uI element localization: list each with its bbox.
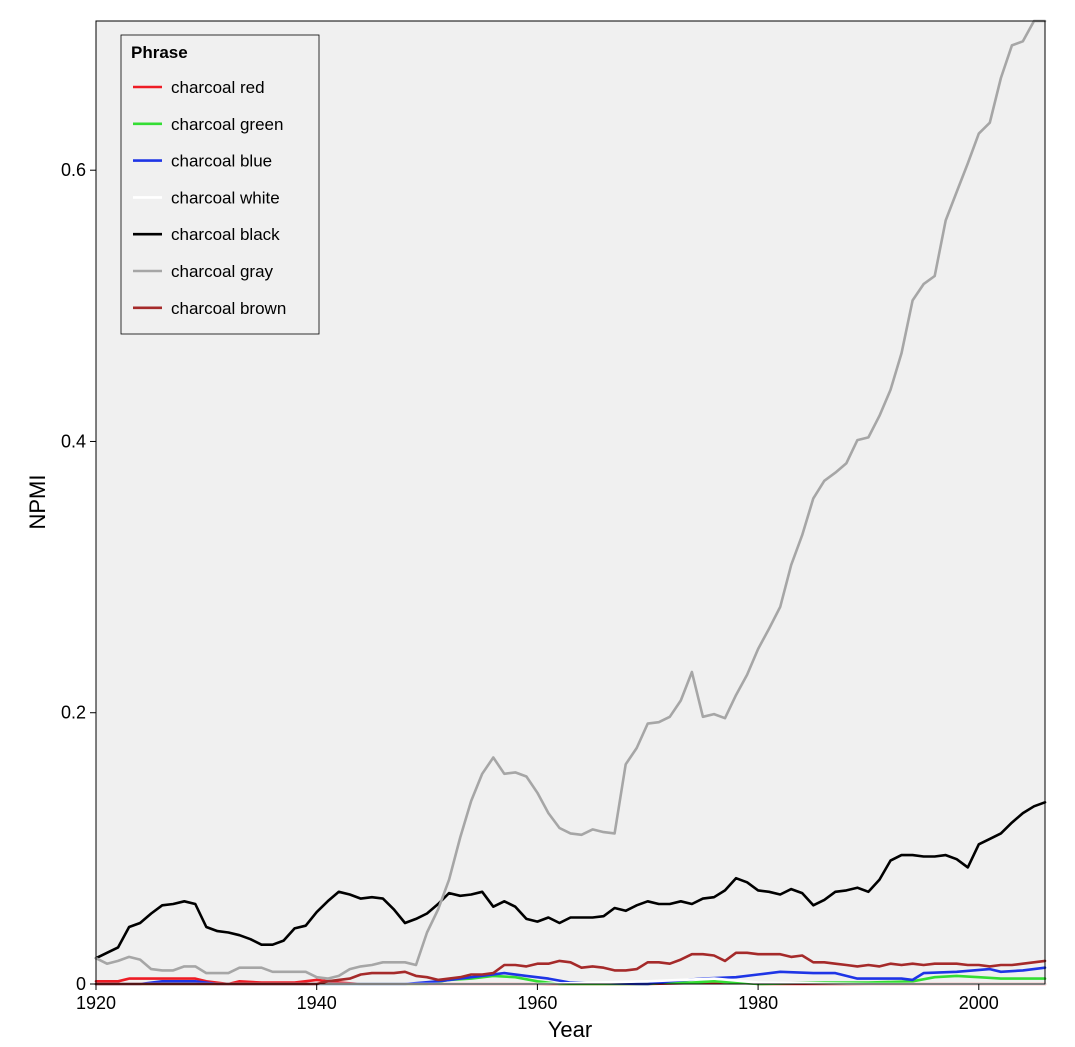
legend-label: charcoal brown — [171, 299, 286, 318]
plot-frame — [95, 20, 1046, 985]
legend-label: charcoal red — [171, 78, 265, 97]
legend-title: Phrase — [131, 43, 188, 62]
series-line-charcoal-green — [94, 974, 1047, 986]
series-line-charcoal-black — [94, 801, 1047, 960]
x-tick-label: 1980 — [738, 993, 778, 1013]
y-axis: 0 0.2 0.4 0.6 — [61, 160, 96, 994]
y-tick-label: 0.4 — [61, 431, 86, 451]
y-tick-label: 0 — [76, 974, 86, 994]
series-line-charcoal-brown — [94, 951, 1047, 986]
legend-box — [120, 34, 320, 335]
legend-label: charcoal blue — [171, 152, 272, 171]
y-tick-label: 0.6 — [61, 160, 86, 180]
x-axis: 1920 1940 1960 1980 2000 — [76, 984, 999, 1013]
x-axis-title: Year — [548, 1017, 592, 1042]
x-tick-label: 1920 — [76, 993, 116, 1013]
series-line-charcoal-gray — [94, 19, 1047, 980]
y-axis-title: NPMI — [25, 475, 50, 530]
x-tick-label: 1960 — [517, 993, 557, 1013]
legend-label: charcoal gray — [171, 262, 274, 281]
legend-label: charcoal green — [171, 115, 283, 134]
x-tick-label: 2000 — [959, 993, 999, 1013]
legend-items: charcoal red charcoal green charcoal blue c… — [133, 78, 286, 318]
x-tick-label: 1940 — [297, 993, 337, 1013]
legend-label: charcoal black — [171, 225, 280, 244]
legend-label: charcoal white — [171, 188, 280, 207]
y-tick-label: 0.2 — [61, 703, 86, 723]
